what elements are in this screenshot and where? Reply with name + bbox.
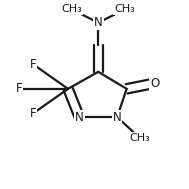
Text: F: F xyxy=(30,58,36,71)
Text: F: F xyxy=(30,107,36,120)
Text: CH₃: CH₃ xyxy=(61,5,82,14)
Text: CH₃: CH₃ xyxy=(129,133,150,143)
Text: N: N xyxy=(113,111,122,124)
Text: CH₃: CH₃ xyxy=(114,5,135,14)
Text: O: O xyxy=(150,77,160,90)
Text: N: N xyxy=(94,16,103,29)
Text: F: F xyxy=(15,82,22,95)
Text: N: N xyxy=(75,111,84,124)
